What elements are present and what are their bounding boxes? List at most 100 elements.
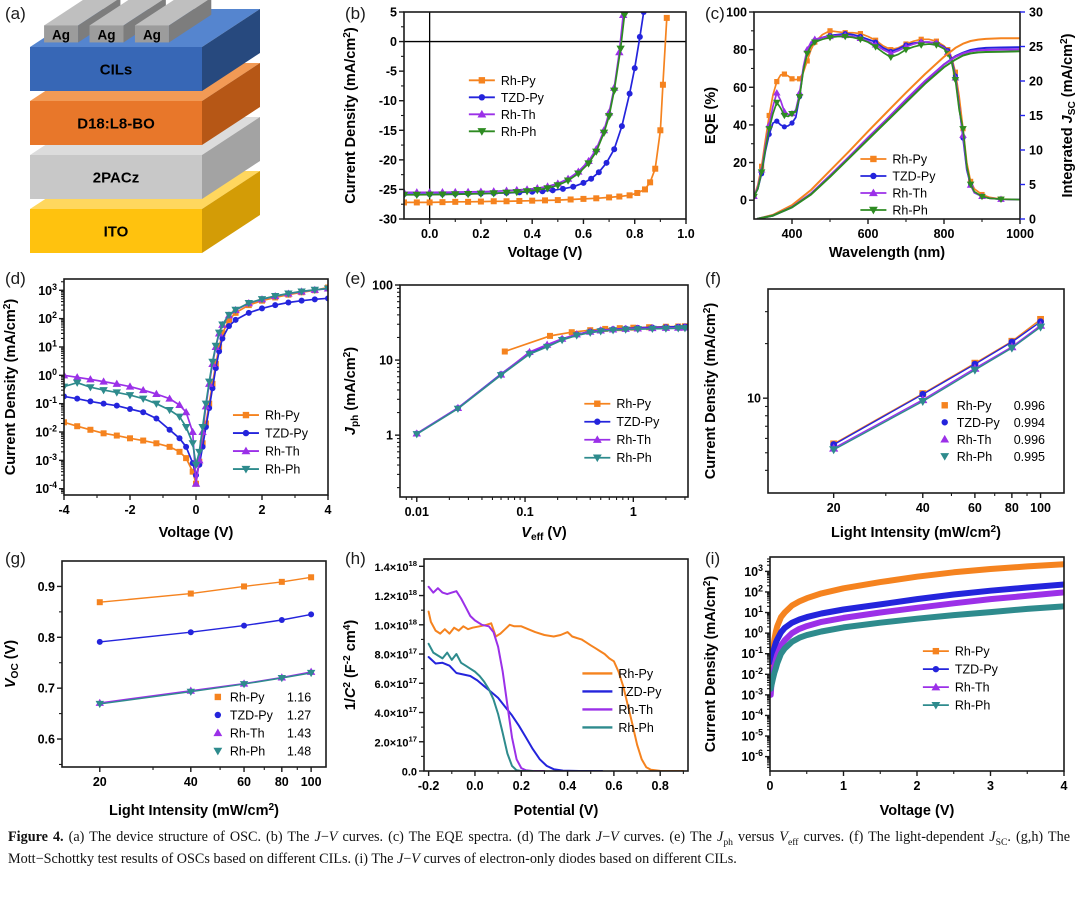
svg-text:Voltage (V): Voltage (V) [159, 525, 234, 541]
svg-text:Voltage (V): Voltage (V) [508, 245, 583, 261]
svg-text:Current Density (mA/cm2): Current Density (mA/cm2) [702, 576, 719, 753]
svg-text:0.0: 0.0 [402, 767, 417, 779]
svg-text:TZD-Py: TZD-Py [892, 169, 936, 183]
jv-curves-chart: 0.0 0.2 0.4 0.6 0.8 1.0 5 0 -5 -10 -15 -20 -25 -30 Vol… [342, 6, 695, 262]
electron-only-diode-jv-chart: 0 1 2 3 4 10-6 10-5 10-4 10-3 10-2 10-1 100 101 102 10… [702, 556, 1068, 819]
svg-text:15: 15 [1029, 109, 1043, 123]
svg-text:0.8: 0.8 [38, 631, 55, 645]
svg-text:0.2: 0.2 [513, 779, 530, 793]
svg-text:4.0×1017: 4.0×1017 [374, 705, 417, 720]
light-dependent-jsc-chart: 20 40 60 80 100 10 Light Intensity (mW/cm2) Cur… [702, 288, 1065, 541]
svg-text:20: 20 [827, 501, 841, 515]
dark-jv-curves-chart: -4 -2 0 2 4 10-4 10-3 10-2 10-1 100 101 102 103 Volta… [2, 278, 332, 541]
svg-text:600: 600 [858, 227, 879, 241]
svg-text:1.48: 1.48 [287, 744, 311, 758]
svg-text:60: 60 [968, 501, 982, 515]
panel-a: (a) ITO 2PACz D18:L8-BO CILs Ag Ag Ag [0, 0, 340, 265]
svg-text:Rh-Th: Rh-Th [957, 433, 992, 447]
svg-text:1: 1 [386, 429, 393, 443]
svg-text:0.01: 0.01 [405, 505, 429, 519]
svg-text:-20: -20 [379, 153, 397, 167]
svg-text:Rh-Py: Rh-Py [230, 690, 265, 704]
svg-text:Rh-Th: Rh-Th [618, 703, 653, 717]
svg-text:100: 100 [301, 775, 322, 789]
svg-text:TZD-Py: TZD-Py [501, 91, 545, 105]
svg-text:Rh-Ph: Rh-Ph [892, 203, 927, 217]
svg-text:0.994: 0.994 [1014, 416, 1045, 430]
svg-text:EQE (%): EQE (%) [703, 87, 719, 144]
svg-text:0.0: 0.0 [421, 227, 438, 241]
svg-text:Wavelength (nm): Wavelength (nm) [829, 245, 945, 261]
panel-label-g: (g) [5, 549, 26, 568]
svg-text:80: 80 [1005, 501, 1019, 515]
panel-label-h: (h) [345, 549, 366, 568]
svg-text:Rh-Ph: Rh-Ph [501, 125, 536, 139]
eqe-spectra-chart: 400 600 800 1000020406080100051015202530Wav… [703, 6, 1078, 262]
panel-b: (b) 0.0 0.2 0.4 0.6 0.8 1.0 5 0 -5 -10 -15 -20 -25 -3… [340, 0, 700, 265]
svg-text:Rh-Ph: Rh-Ph [957, 450, 992, 464]
svg-text:0.6: 0.6 [38, 733, 55, 747]
svg-text:60: 60 [733, 81, 747, 95]
svg-text:1.0: 1.0 [677, 227, 694, 241]
svg-text:80: 80 [733, 43, 747, 57]
svg-text:20: 20 [1029, 75, 1043, 89]
panel-label-a: (a) [5, 4, 26, 23]
svg-text:0.8: 0.8 [626, 227, 643, 241]
svg-text:-5: -5 [386, 65, 397, 79]
svg-text:6.0×1017: 6.0×1017 [374, 676, 417, 691]
svg-text:10: 10 [379, 354, 393, 368]
svg-text:Jph (mA/cm2): Jph (mA/cm2) [342, 347, 361, 435]
panel-f: (f) 20 40 60 80 100 10 Light Intensity (mW/cm2… [700, 265, 1080, 545]
svg-text:-15: -15 [379, 124, 397, 138]
svg-text:30: 30 [1029, 6, 1043, 20]
svg-text:Rh-Th: Rh-Th [230, 726, 265, 740]
svg-text:0.996: 0.996 [1014, 399, 1045, 413]
panel-label-f: (f) [705, 269, 722, 288]
svg-text:3: 3 [987, 779, 994, 793]
svg-text:5: 5 [390, 6, 397, 20]
svg-text:Rh-Th: Rh-Th [265, 445, 300, 459]
svg-text:10-3: 10-3 [741, 686, 763, 702]
svg-text:TZD-Py: TZD-Py [265, 427, 309, 441]
svg-text:-30: -30 [379, 213, 397, 227]
svg-text:-4: -4 [58, 503, 69, 517]
svg-text:10-2: 10-2 [35, 424, 57, 440]
svg-text:8.0×1017: 8.0×1017 [374, 647, 417, 662]
svg-text:40: 40 [733, 118, 747, 132]
panel-label-i: (i) [705, 549, 721, 568]
svg-text:1.4×1018: 1.4×1018 [374, 559, 417, 574]
svg-text:-25: -25 [379, 183, 397, 197]
svg-text:TZD-Py: TZD-Py [616, 415, 660, 429]
mott-schottky-chart: -0.2 0.0 0.2 0.4 0.6 0.80.02.0×10174.0×10176.… [342, 558, 689, 819]
svg-text:0.2: 0.2 [472, 227, 489, 241]
svg-text:10-3: 10-3 [35, 452, 57, 468]
svg-text:100: 100 [726, 6, 747, 20]
svg-text:Current Density (mA/cm2): Current Density (mA/cm2) [342, 27, 359, 204]
svg-text:Integrated JSC (mA/cm2): Integrated JSC (mA/cm2) [1059, 33, 1078, 197]
svg-text:40: 40 [916, 501, 930, 515]
svg-text:2.0×1017: 2.0×1017 [374, 734, 417, 749]
svg-text:2: 2 [259, 503, 266, 517]
svg-text:Rh-Ph: Rh-Ph [265, 463, 300, 477]
svg-text:0.4: 0.4 [559, 779, 576, 793]
svg-text:10-4: 10-4 [741, 707, 763, 723]
svg-text:Rh-Th: Rh-Th [892, 186, 927, 200]
svg-text:1.27: 1.27 [287, 708, 311, 722]
svg-text:1.2×1018: 1.2×1018 [374, 588, 417, 603]
svg-text:100: 100 [1030, 501, 1051, 515]
device-structure-diagram: ITO 2PACz D18:L8-BO CILs Ag Ag Ag [30, 0, 260, 253]
svg-text:60: 60 [237, 775, 251, 789]
svg-text:Rh-Ph: Rh-Ph [616, 451, 651, 465]
svg-text:103: 103 [38, 282, 57, 298]
panel-c: (c) 400 600 800 1000 0 20 40 60 80 100 0 5 10 15 20 25 3… [700, 0, 1080, 265]
svg-text:Rh-Py: Rh-Py [618, 667, 653, 681]
svg-text:5: 5 [1029, 178, 1036, 192]
svg-text:10-4: 10-4 [35, 480, 57, 496]
svg-text:25: 25 [1029, 40, 1043, 54]
svg-text:80: 80 [275, 775, 289, 789]
svg-text:400: 400 [782, 227, 803, 241]
svg-text:2PACz: 2PACz [93, 170, 139, 187]
svg-text:10-5: 10-5 [741, 728, 763, 744]
svg-text:1/C2 (F-2 cm4): 1/C2 (F-2 cm4) [342, 620, 359, 711]
